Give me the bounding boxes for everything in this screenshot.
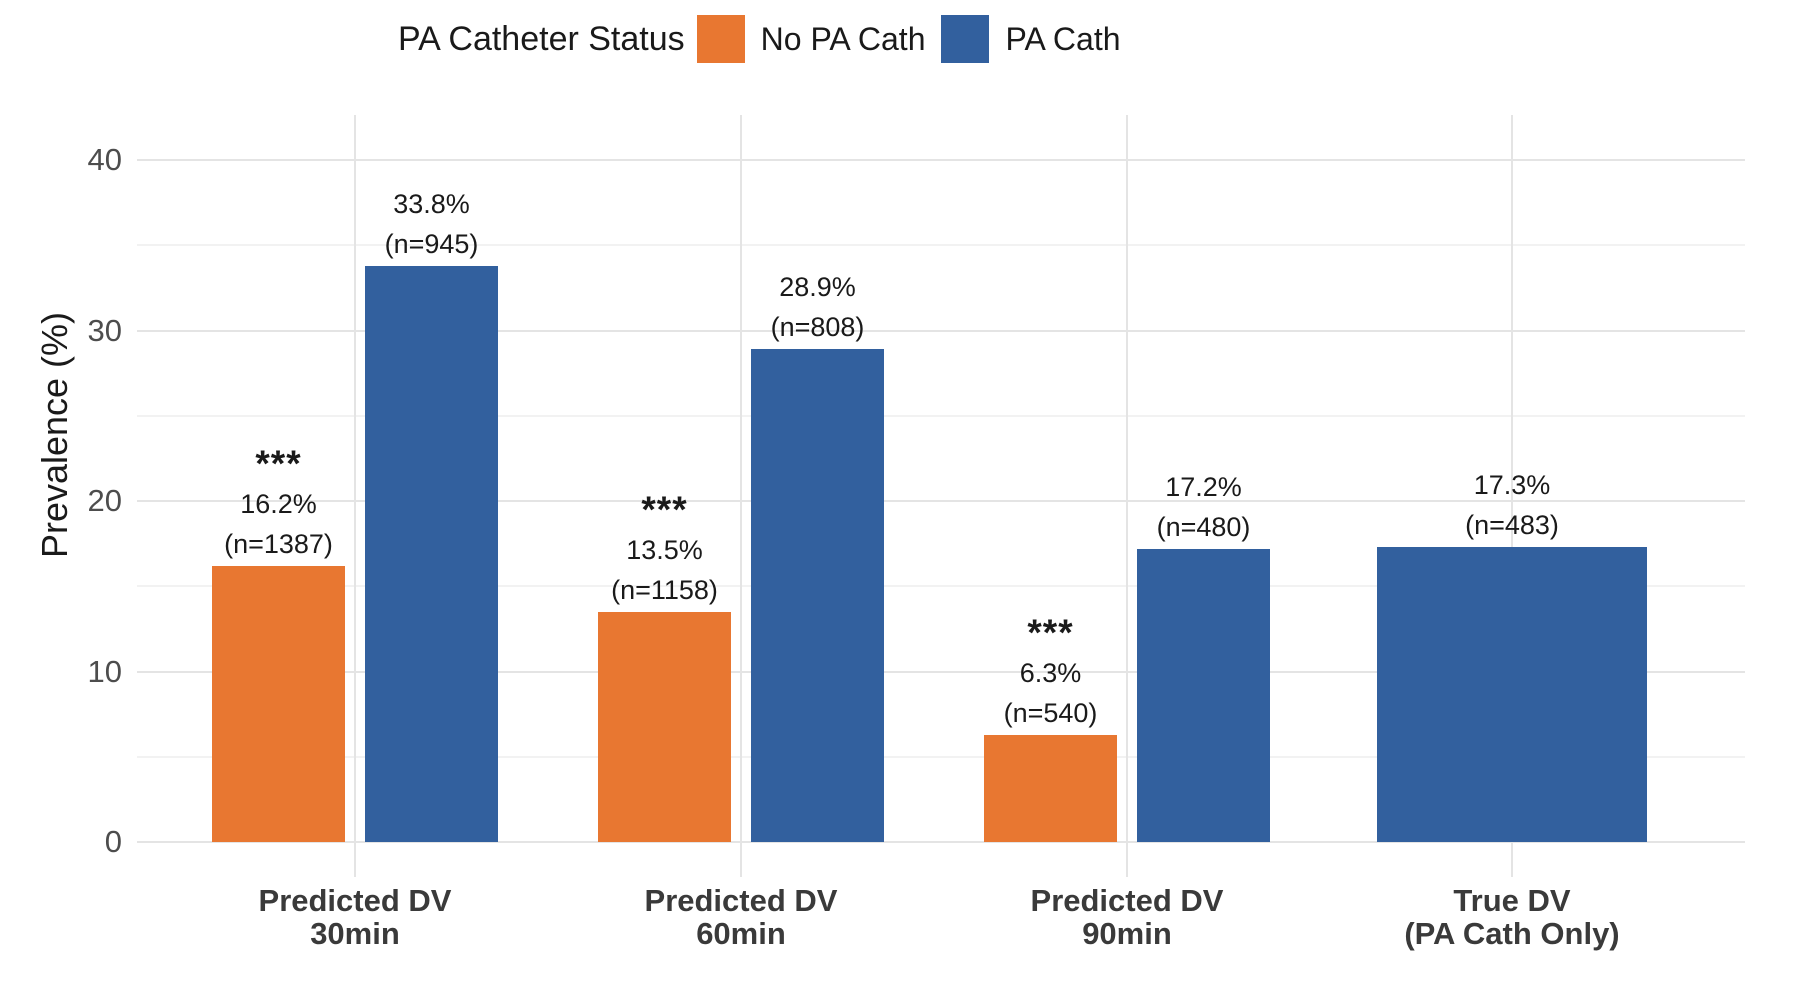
bar-pa-cath-2 (1137, 548, 1270, 842)
minor-gridline-y25 (137, 414, 1745, 417)
major-gridline-y40 (137, 159, 1745, 161)
bar-label-no-pa-cath-1: *** 13.5% (n=1158) (515, 488, 815, 610)
bar-label-no-pa-cath-0: *** 16.2% (n=1387) (129, 442, 429, 564)
x-tick-label-2: Predicted DV 90min (927, 884, 1327, 950)
bar-value-label: 16.2% (240, 488, 317, 519)
bar-count-label: (n=483) (1465, 510, 1559, 541)
bar-pa-cath-3 (1377, 547, 1647, 842)
major-gridline-y0 (137, 841, 1745, 843)
bar-no-pa-cath-0 (212, 565, 345, 842)
x-tick-line1: True DV (1453, 883, 1571, 918)
minor-gridline-y5 (137, 755, 1745, 758)
legend-label-no-pa-cath: No PA Cath (760, 20, 926, 57)
category-gridline-1 (740, 115, 742, 877)
x-tick-line2: 30min (310, 916, 400, 951)
bar-label-pa-cath-3: 17.3% (n=483) (1362, 465, 1662, 545)
significance-stars: *** (1027, 611, 1074, 653)
bar-label-pa-cath-2: 17.2% (n=480) (1054, 467, 1354, 547)
y-tick-label-0: 0 (104, 824, 122, 859)
category-gridline-2 (1126, 115, 1128, 877)
x-tick-line2: (PA Cath Only) (1404, 916, 1620, 951)
bar-pa-cath-1 (751, 349, 884, 842)
significance-stars: *** (641, 488, 688, 530)
legend-label-pa-cath: PA Cath (1005, 20, 1121, 57)
bar-value-label: 28.9% (779, 272, 856, 303)
legend-title: PA Catheter Status (398, 19, 685, 58)
x-tick-label-1: Predicted DV 60min (541, 884, 941, 950)
x-tick-line1: Predicted DV (644, 883, 838, 918)
chart-legend: PA Catheter Status No PA Cath PA Cath (398, 14, 1121, 64)
bar-value-label: 17.2% (1165, 471, 1242, 502)
x-tick-line1: Predicted DV (258, 883, 452, 918)
category-gridline-3 (1511, 115, 1513, 877)
minor-gridline-y35 (137, 244, 1745, 247)
bar-pa-cath-0 (365, 265, 498, 842)
y-tick-label-40: 40 (87, 142, 122, 177)
bar-value-label: 17.3% (1473, 470, 1551, 501)
bar-value-label: 33.8% (393, 188, 470, 219)
major-gridline-y20 (137, 500, 1745, 502)
legend-swatch-pa-cath (941, 15, 990, 63)
bar-count-label: (n=945) (384, 228, 479, 259)
major-gridline-y10 (137, 670, 1745, 673)
bar-count-label: (n=480) (1156, 511, 1251, 542)
x-tick-label-3: True DV (PA Cath Only) (1312, 884, 1712, 950)
bar-value-label: 13.5% (626, 534, 703, 565)
y-tick-label-20: 20 (87, 483, 122, 518)
legend-item-pa-cath: PA Cath (941, 15, 1121, 63)
y-tick-label-30: 30 (87, 312, 122, 348)
bar-no-pa-cath-2 (984, 734, 1117, 842)
category-gridline-0 (354, 115, 356, 877)
bar-label-pa-cath-0: 33.8% (n=945) (282, 184, 582, 264)
x-tick-line2: 90min (1082, 916, 1172, 951)
bar-label-pa-cath-1: 28.9% (n=808) (668, 267, 968, 347)
major-gridline-y30 (137, 329, 1745, 332)
legend-swatch-no-pa-cath (696, 15, 745, 63)
significance-stars: *** (255, 442, 302, 484)
bar-no-pa-cath-1 (598, 611, 731, 842)
bar-count-label: (n=1158) (611, 574, 718, 605)
x-tick-line2: 60min (696, 916, 786, 951)
minor-gridline-y15 (137, 585, 1745, 588)
bar-count-label: (n=540) (1003, 697, 1098, 728)
bar-value-label: 6.3% (1019, 657, 1082, 688)
bar-count-label: (n=808) (770, 312, 865, 343)
legend-item-no-pa-cath: No PA Cath (696, 15, 926, 63)
bar-count-label: (n=1387) (224, 528, 333, 559)
x-tick-label-0: Predicted DV 30min (155, 884, 555, 950)
bar-label-no-pa-cath-2: *** 6.3% (n=540) (901, 611, 1201, 733)
y-tick-label-10: 10 (87, 653, 122, 689)
x-tick-line1: Predicted DV (1030, 883, 1224, 918)
